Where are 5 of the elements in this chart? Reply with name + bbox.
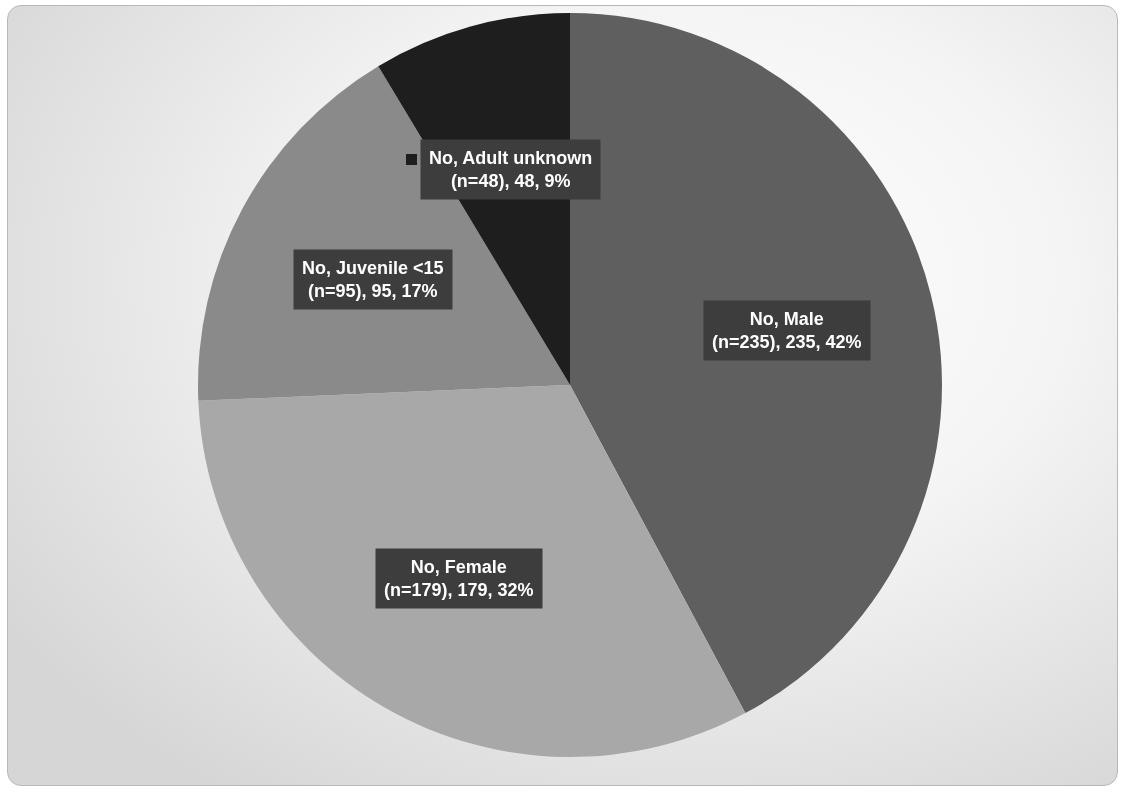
legend-label: No, Adult unknown (n=48), 48, 9% [429,148,593,192]
slice-label: No, Juvenile <15 (n=95), 95, 17% [302,258,444,302]
slice-label: No, Female (n=179), 179, 32% [384,557,534,601]
pie-slice [198,385,746,757]
slice-label: No, Male (n=235), 235, 42% [712,309,862,353]
